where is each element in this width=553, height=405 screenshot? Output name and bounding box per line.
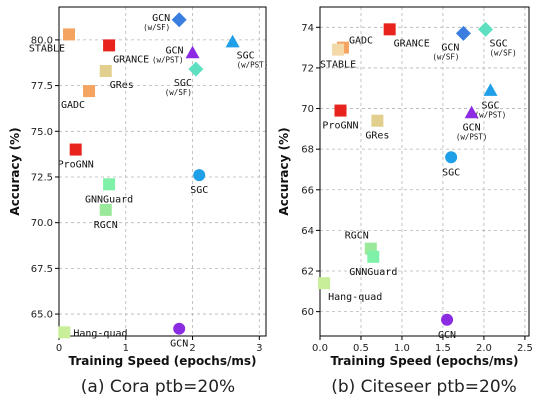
- figure-caption: (b) Citeseer ptb=20%: [331, 377, 517, 397]
- y-tick-label: 75.0: [31, 127, 53, 138]
- point-label: SGC: [442, 167, 460, 178]
- point-sublabel: (w/SF): [143, 23, 170, 32]
- y-axis-title: Accuracy (%): [8, 127, 22, 215]
- point-sublabel: (w/PST): [456, 133, 488, 142]
- data-point-gnnguard: [103, 178, 116, 191]
- point-label: RGCN: [94, 220, 118, 231]
- x-tick-label: 2.0: [476, 343, 492, 354]
- figure-caption: (a) Cora ptb=20%: [81, 377, 235, 397]
- data-point-gcn-wsf: [455, 25, 471, 41]
- point-sublabel: (w/SF): [165, 88, 192, 97]
- y-tick-label: 64: [301, 226, 314, 237]
- point-label: GCN: [438, 330, 456, 341]
- data-point-sgc-wsf: [188, 61, 204, 77]
- point-sublabel: (w/PST): [152, 56, 184, 65]
- x-tick-label: 1: [123, 343, 129, 354]
- point-label: GNNGuard: [349, 267, 397, 278]
- data-point-grance: [383, 23, 396, 36]
- point-label: Hang-quad: [73, 328, 127, 339]
- point-label: SGC: [190, 185, 208, 196]
- data-point-gcn-wpst: [185, 45, 200, 59]
- point-label: GCN: [152, 13, 170, 24]
- point-label: STABLE: [320, 60, 356, 71]
- data-point-gcn-wsf: [171, 12, 187, 28]
- plot-frame: [58, 6, 267, 337]
- data-point-stable: [63, 28, 76, 41]
- x-tick-label: 0: [56, 343, 62, 354]
- point-label: ProGNN: [58, 160, 94, 171]
- x-tick-label: 1.0: [394, 343, 410, 354]
- data-point-gcn: [173, 322, 186, 335]
- point-sublabel: (w/SF): [432, 52, 459, 61]
- point-sublabel: (w/PST): [475, 110, 507, 119]
- point-label: STABLE: [29, 43, 65, 54]
- y-tick-label: 72: [301, 63, 314, 74]
- y-tick-label: 77.5: [31, 81, 53, 92]
- x-axis-title: Training Speed (epochs/ms): [68, 354, 256, 368]
- y-tick-label: 60: [301, 307, 314, 318]
- point-sublabel: (w/PST): [237, 61, 269, 70]
- x-tick-label: 0.0: [312, 343, 328, 354]
- point-label: ProGNN: [322, 121, 358, 132]
- point-label: GCN: [463, 123, 481, 134]
- y-tick-label: 65.0: [31, 310, 53, 321]
- data-point-sgc-wsf: [478, 21, 494, 37]
- point-label: GCN: [170, 339, 188, 350]
- point-label: SGC: [490, 38, 508, 49]
- point-label: Hang-quad: [328, 292, 382, 303]
- data-point-grance: [103, 39, 116, 52]
- data-point-sgc: [193, 169, 206, 182]
- point-label: GRes: [110, 80, 134, 91]
- point-label: RGCN: [345, 231, 369, 242]
- chart-panel-1: 0 1 2 3 65.0 67.5 70.0 72.5 75.0 77.5 80.0 Training…: [8, 6, 269, 397]
- point-label: GNNGuard: [85, 194, 133, 205]
- point-label: SGC: [237, 51, 255, 62]
- data-point-stable: [332, 43, 345, 56]
- data-point-hang-quad: [58, 326, 71, 339]
- data-point-sgc-wpst: [483, 83, 498, 96]
- x-tick-label: 0.5: [353, 343, 369, 354]
- data-point-rgcn: [99, 203, 112, 216]
- data-point-gres: [99, 64, 112, 77]
- point-label: GRes: [365, 131, 389, 142]
- x-tick-label: 2.5: [517, 343, 533, 354]
- point-label: GADC: [349, 36, 373, 47]
- data-point-gcn: [441, 313, 454, 326]
- y-tick-label: 68: [301, 145, 314, 156]
- data-point-sgc: [445, 151, 458, 164]
- y-tick-label: 72.5: [31, 172, 53, 183]
- point-label: GADC: [61, 100, 85, 111]
- y-tick-label: 66: [301, 185, 314, 196]
- point-sublabel: (w/SF): [490, 48, 517, 57]
- data-point-hang-quad: [318, 277, 331, 290]
- point-label: SGC: [481, 100, 499, 111]
- plot-frame: [319, 6, 530, 337]
- y-tick-label: 62: [301, 267, 314, 278]
- x-tick-label: 1.5: [435, 343, 451, 354]
- y-axis-title: Accuracy (%): [277, 127, 291, 215]
- point-label: GCN: [441, 42, 459, 53]
- chart-panel-2: 0.0 0.5 1.0 1.5 2.0 2.5 60 62 64 66 68 70 72 74 Traini…: [277, 6, 533, 397]
- point-label: GRANCE: [113, 54, 149, 65]
- data-point-gnnguard: [367, 250, 380, 263]
- y-tick-label: 70: [301, 104, 314, 115]
- point-label: SGC: [174, 78, 192, 89]
- x-tick-label: 2: [189, 343, 195, 354]
- y-tick-label: 80.0: [31, 35, 53, 46]
- data-point-gcn-wpst: [464, 105, 479, 119]
- y-tick-label: 74: [301, 23, 314, 34]
- data-point-prognn: [69, 143, 82, 156]
- data-point-gres: [371, 114, 384, 127]
- point-label: GRANCE: [394, 38, 430, 49]
- y-tick-label: 67.5: [31, 264, 53, 275]
- data-point-gadc: [83, 85, 96, 98]
- x-tick-label: 3: [256, 343, 262, 354]
- data-point-sgc-wpst: [225, 34, 240, 48]
- y-tick-label: 70.0: [31, 218, 53, 229]
- point-label: GCN: [165, 46, 183, 57]
- data-point-prognn: [334, 104, 347, 117]
- x-axis-title: Training Speed (epochs/ms): [330, 354, 518, 368]
